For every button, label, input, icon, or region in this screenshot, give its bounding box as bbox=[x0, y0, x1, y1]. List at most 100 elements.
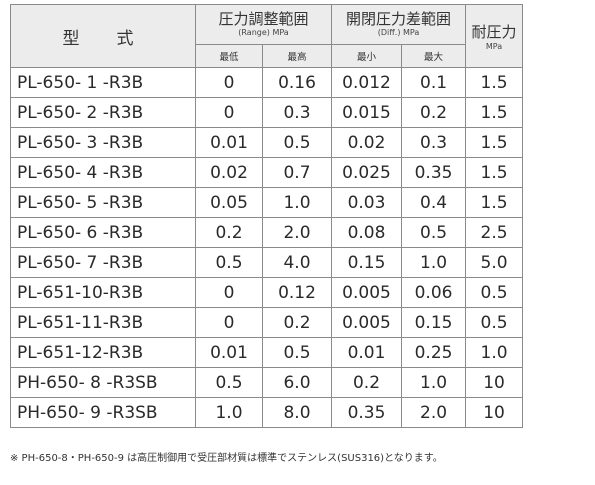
table-row: PL-650- 6 -R3B 0.2 2.0 0.08 0.5 2.5 bbox=[10, 217, 524, 248]
cell-diff-max: 1.0 bbox=[401, 247, 467, 278]
cell-range-min: 0.02 bbox=[195, 157, 263, 188]
cell-range-max: 8.0 bbox=[261, 397, 333, 428]
header-range-title: 圧力調整範囲 bbox=[218, 10, 309, 29]
cell-tolerance: 10 bbox=[465, 397, 524, 428]
cell-range-min: 0.01 bbox=[195, 337, 263, 368]
cell-range-min: 0.5 bbox=[195, 247, 263, 278]
cell-tolerance: 10 bbox=[465, 367, 524, 398]
cell-range-min: 0.01 bbox=[195, 127, 263, 158]
table-row: PH-650- 9 -R3SB 1.0 8.0 0.35 2.0 10 bbox=[10, 397, 524, 428]
table-row: PL-650- 7 -R3B 0.5 4.0 0.15 1.0 5.0 bbox=[10, 247, 524, 278]
cell-diff-max: 0.35 bbox=[401, 157, 467, 188]
cell-diff-max: 0.06 bbox=[401, 277, 467, 308]
cell-tolerance: 0.5 bbox=[465, 307, 524, 338]
cell-diff-max: 0.15 bbox=[401, 307, 467, 338]
cell-diff-min: 0.03 bbox=[331, 187, 403, 218]
cell-model: PL-651-11-R3B bbox=[10, 307, 196, 338]
cell-range-max: 0.3 bbox=[261, 97, 333, 128]
cell-diff-max: 0.25 bbox=[401, 337, 467, 368]
cell-diff-max: 0.2 bbox=[401, 97, 467, 128]
cell-tolerance: 1.5 bbox=[465, 157, 524, 188]
footnote: ※ PH-650-8・PH-650-9 は高圧制御用で受圧部材質は標準でステンレ… bbox=[10, 453, 443, 464]
cell-range-max: 0.2 bbox=[261, 307, 333, 338]
header-range: 圧力調整範囲 (Range) MPa bbox=[194, 4, 333, 45]
cell-range-max: 0.7 bbox=[261, 157, 333, 188]
cell-diff-max: 1.0 bbox=[401, 367, 467, 398]
cell-range-min: 0.2 bbox=[195, 217, 263, 248]
table-row: PL-651-10-R3B 0 0.12 0.005 0.06 0.5 bbox=[10, 277, 524, 308]
cell-range-min: 0 bbox=[195, 277, 263, 308]
cell-model: PL-650- 1 -R3B bbox=[10, 67, 196, 98]
cell-tolerance: 1.0 bbox=[465, 337, 524, 368]
table-row: PL-651-11-R3B 0 0.2 0.005 0.15 0.5 bbox=[10, 307, 524, 338]
cell-model: PL-650- 3 -R3B bbox=[10, 127, 196, 158]
table-row: PL-650- 5 -R3B 0.05 1.0 0.03 0.4 1.5 bbox=[10, 187, 524, 218]
header-tolerance-title: 耐圧力 bbox=[471, 23, 517, 41]
cell-model: PL-650- 5 -R3B bbox=[10, 187, 196, 218]
cell-diff-min: 0.02 bbox=[331, 127, 403, 158]
cell-diff-min: 0.005 bbox=[331, 307, 403, 338]
cell-range-max: 4.0 bbox=[261, 247, 333, 278]
cell-range-max: 1.0 bbox=[261, 187, 333, 218]
cell-range-min: 0 bbox=[195, 307, 263, 338]
cell-diff-min: 0.35 bbox=[331, 397, 403, 428]
cell-diff-max: 0.4 bbox=[401, 187, 467, 218]
header-diff-min: 最小 bbox=[331, 43, 403, 69]
cell-range-max: 0.16 bbox=[261, 67, 333, 98]
cell-diff-min: 0.005 bbox=[331, 277, 403, 308]
table-row: PL-650- 4 -R3B 0.02 0.7 0.025 0.35 1.5 bbox=[10, 157, 524, 188]
cell-diff-min: 0.15 bbox=[331, 247, 403, 278]
cell-range-max: 6.0 bbox=[261, 367, 333, 398]
cell-tolerance: 2.5 bbox=[465, 217, 524, 248]
header-diff-unit: (Diff.) MPa bbox=[377, 28, 420, 38]
table-row: PH-650- 8 -R3SB 0.5 6.0 0.2 1.0 10 bbox=[10, 367, 524, 398]
cell-diff-min: 0.025 bbox=[331, 157, 403, 188]
cell-tolerance: 1.5 bbox=[465, 97, 524, 128]
cell-model: PL-650- 7 -R3B bbox=[10, 247, 196, 278]
cell-diff-min: 0.015 bbox=[331, 97, 403, 128]
cell-tolerance: 1.5 bbox=[465, 187, 524, 218]
table-body: PL-650- 1 -R3B 0 0.16 0.012 0.1 1.5 PL-6… bbox=[10, 67, 524, 428]
cell-model: PL-651-12-R3B bbox=[10, 337, 196, 368]
cell-range-min: 0 bbox=[195, 97, 263, 128]
header-range-max: 最高 bbox=[261, 43, 333, 69]
cell-diff-min: 0.08 bbox=[331, 217, 403, 248]
cell-model: PL-651-10-R3B bbox=[10, 277, 196, 308]
cell-model: PL-650- 6 -R3B bbox=[10, 217, 196, 248]
table-row: PL-650- 1 -R3B 0 0.16 0.012 0.1 1.5 bbox=[10, 67, 524, 98]
cell-range-min: 0 bbox=[195, 67, 263, 98]
cell-tolerance: 5.0 bbox=[465, 247, 524, 278]
cell-diff-max: 0.3 bbox=[401, 127, 467, 158]
cell-range-min: 1.0 bbox=[195, 397, 263, 428]
cell-range-min: 0.05 bbox=[195, 187, 263, 218]
header-range-unit: (Range) MPa bbox=[238, 28, 289, 38]
cell-diff-max: 2.0 bbox=[401, 397, 467, 428]
cell-model: PH-650- 8 -R3SB bbox=[10, 367, 196, 398]
cell-tolerance: 1.5 bbox=[465, 127, 524, 158]
cell-tolerance: 0.5 bbox=[465, 277, 524, 308]
table-row: PL-650- 2 -R3B 0 0.3 0.015 0.2 1.5 bbox=[10, 97, 524, 128]
cell-diff-max: 0.5 bbox=[401, 217, 467, 248]
header-diff-max: 最大 bbox=[401, 43, 467, 69]
header-diff-title: 開閉圧力差範囲 bbox=[346, 10, 452, 29]
header-model: 型 式 bbox=[10, 4, 196, 68]
spec-table: 型 式 圧力調整範囲 (Range) MPa 開閉圧力差範囲 (Diff.) M… bbox=[10, 4, 524, 428]
cell-range-max: 2.0 bbox=[261, 217, 333, 248]
cell-diff-min: 0.012 bbox=[331, 67, 403, 98]
header-tolerance: 耐圧力 MPa bbox=[465, 4, 524, 68]
table-row: PL-651-12-R3B 0.01 0.5 0.01 0.25 1.0 bbox=[10, 337, 524, 368]
table-header: 型 式 圧力調整範囲 (Range) MPa 開閉圧力差範囲 (Diff.) M… bbox=[10, 4, 524, 69]
cell-range-min: 0.5 bbox=[195, 367, 263, 398]
cell-model: PL-650- 4 -R3B bbox=[10, 157, 196, 188]
header-range-min: 最低 bbox=[195, 43, 263, 69]
cell-model: PH-650- 9 -R3SB bbox=[10, 397, 196, 428]
cell-tolerance: 1.5 bbox=[465, 67, 524, 98]
header-tolerance-unit: MPa bbox=[485, 42, 503, 51]
cell-diff-max: 0.1 bbox=[401, 67, 467, 98]
header-diff: 開閉圧力差範囲 (Diff.) MPa bbox=[331, 4, 467, 45]
cell-diff-min: 0.01 bbox=[331, 337, 403, 368]
cell-model: PL-650- 2 -R3B bbox=[10, 97, 196, 128]
cell-range-max: 0.12 bbox=[261, 277, 333, 308]
table-row: PL-650- 3 -R3B 0.01 0.5 0.02 0.3 1.5 bbox=[10, 127, 524, 158]
cell-diff-min: 0.2 bbox=[331, 367, 403, 398]
